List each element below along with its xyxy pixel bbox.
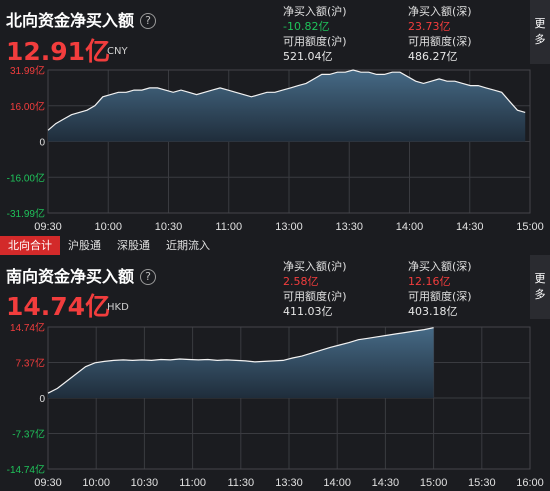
north-currency: CNY: [107, 46, 128, 57]
south-x-tick: 14:00: [323, 477, 351, 489]
north-x-tick: 14:00: [396, 221, 424, 233]
north-panel: 北向资金净买入额? 12.91亿 CNY 净买入额(沪) -10.82亿 可用额…: [0, 0, 550, 236]
south-sz-quota-value: 403.18亿: [408, 305, 458, 318]
north-sh-quota-value: 521.04亿: [283, 50, 333, 63]
south-x-tick: 13:30: [275, 477, 303, 489]
tab-2[interactable]: 深股通: [117, 239, 150, 252]
south-panel: 南向资金净买入额? 14.74亿 HKD 净买入额(沪) 2.58亿 可用额度(…: [0, 255, 550, 491]
north-sz-quota-label: 可用额度(深): [408, 35, 472, 48]
north-area: [48, 70, 526, 142]
south-x-tick: 15:00: [420, 477, 448, 489]
north-x-tick: 11:00: [215, 221, 242, 233]
south-series-line: [47, 327, 434, 394]
south-y-tick: 14.74亿: [10, 321, 45, 334]
south-sz-quota-label: 可用额度(深): [408, 290, 472, 303]
north-sh-quota-label: 可用额度(沪): [283, 35, 347, 48]
south-x-tick: 11:30: [227, 477, 254, 489]
south-x-tick: 09:30: [34, 477, 62, 489]
south-area: [48, 327, 434, 398]
north-series-line: [47, 69, 526, 131]
south-sh-quota-label: 可用额度(沪): [283, 290, 347, 303]
north-x-tick: 09:30: [34, 221, 62, 233]
south-sz-net-value: 12.16亿: [408, 275, 451, 288]
south-sh-quota-value: 411.03亿: [283, 305, 333, 318]
north-more-button[interactable]: 更多: [530, 0, 550, 64]
help-icon[interactable]: ?: [140, 269, 157, 285]
north-net-value: 12.91亿: [6, 37, 111, 66]
tab-1[interactable]: 沪股通: [68, 239, 101, 252]
north-sh-net-value: -10.82亿: [283, 20, 330, 33]
north-title-text: 北向资金净买入额: [6, 11, 135, 30]
north-sz-net-value: 23.73亿: [408, 20, 451, 33]
north-sz-net-label: 净买入额(深): [408, 5, 472, 18]
north-sz-quota-value: 486.27亿: [408, 50, 458, 63]
tab-3[interactable]: 近期流入: [166, 239, 210, 252]
north-x-tick: 13:30: [335, 221, 363, 233]
tab-0[interactable]: 北向合计: [0, 236, 60, 255]
north-tabs: 北向合计 沪股通 深股通 近期流入: [0, 236, 550, 255]
help-icon[interactable]: ?: [140, 13, 157, 29]
north-x-tick: 13:00: [275, 221, 303, 233]
south-title: 南向资金净买入额?: [6, 263, 157, 287]
north-y-tick: -16.00亿: [7, 171, 45, 184]
south-net-value: 14.74亿: [6, 292, 111, 321]
north-y-tick: 0: [39, 138, 45, 149]
south-currency: HKD: [107, 302, 129, 313]
south-more-button[interactable]: 更多: [530, 255, 550, 319]
north-x-tick: 14:30: [456, 221, 484, 233]
north-x-tick: 10:30: [155, 221, 183, 233]
south-y-tick: -14.74亿: [7, 463, 45, 476]
south-y-tick: 7.37亿: [16, 357, 45, 370]
south-x-tick: 11:00: [179, 477, 206, 489]
north-sh-net-label: 净买入额(沪): [283, 5, 347, 18]
south-x-tick: 10:30: [131, 477, 159, 489]
south-y-tick: -7.37亿: [12, 428, 45, 441]
south-sh-net-label: 净买入额(沪): [283, 260, 347, 273]
south-title-text: 南向资金净买入额: [6, 267, 135, 286]
north-y-tick: 31.99亿: [10, 64, 45, 77]
south-y-tick: 0: [39, 394, 45, 405]
north-y-tick: -31.99亿: [7, 207, 45, 220]
south-x-tick: 15:30: [468, 477, 496, 489]
north-y-tick: 16.00亿: [10, 100, 45, 113]
south-sz-net-label: 净买入额(深): [408, 260, 472, 273]
north-x-tick: 15:00: [516, 221, 544, 233]
south-x-tick: 10:00: [82, 477, 110, 489]
north-title: 北向资金净买入额?: [6, 7, 157, 31]
south-x-tick: 16:00: [516, 477, 544, 489]
south-sh-net-value: 2.58亿: [283, 275, 319, 288]
south-x-tick: 14:30: [372, 477, 400, 489]
north-x-tick: 10:00: [94, 221, 122, 233]
